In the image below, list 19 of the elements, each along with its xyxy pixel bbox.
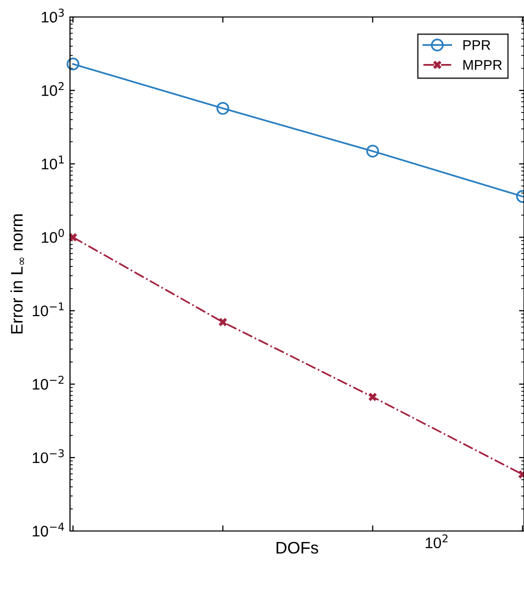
text: 10$^{2}$ [426, 534, 448, 548]
point [218, 318, 227, 326]
y-axis-title: Error in L$_{∞}$ norm [10, 214, 24, 334]
point [216, 102, 230, 115]
point [366, 144, 380, 158]
legend-label: MPPR [463, 60, 502, 70]
legend-label: PPR [463, 40, 490, 50]
y-tick-label: 10$^{2}$ [42, 82, 64, 96]
y-tick-label: 10$^{0}$ [42, 228, 64, 243]
y-tick-label: 10$^{3}$ [42, 8, 64, 23]
y-tick-label: 10$^{−1}$ [32, 302, 64, 316]
point [368, 392, 377, 402]
y-tick-label: 10$^{−3}$ [32, 449, 64, 464]
point [66, 58, 80, 70]
y-tick-label: 10$^{−4}$ [32, 522, 64, 537]
y-tick-label: 10$^{−2}$ [32, 376, 64, 390]
y-tick-label: 10$^{1}$ [42, 156, 64, 170]
x-axis-title: DOFs [276, 542, 318, 554]
point [68, 233, 78, 242]
